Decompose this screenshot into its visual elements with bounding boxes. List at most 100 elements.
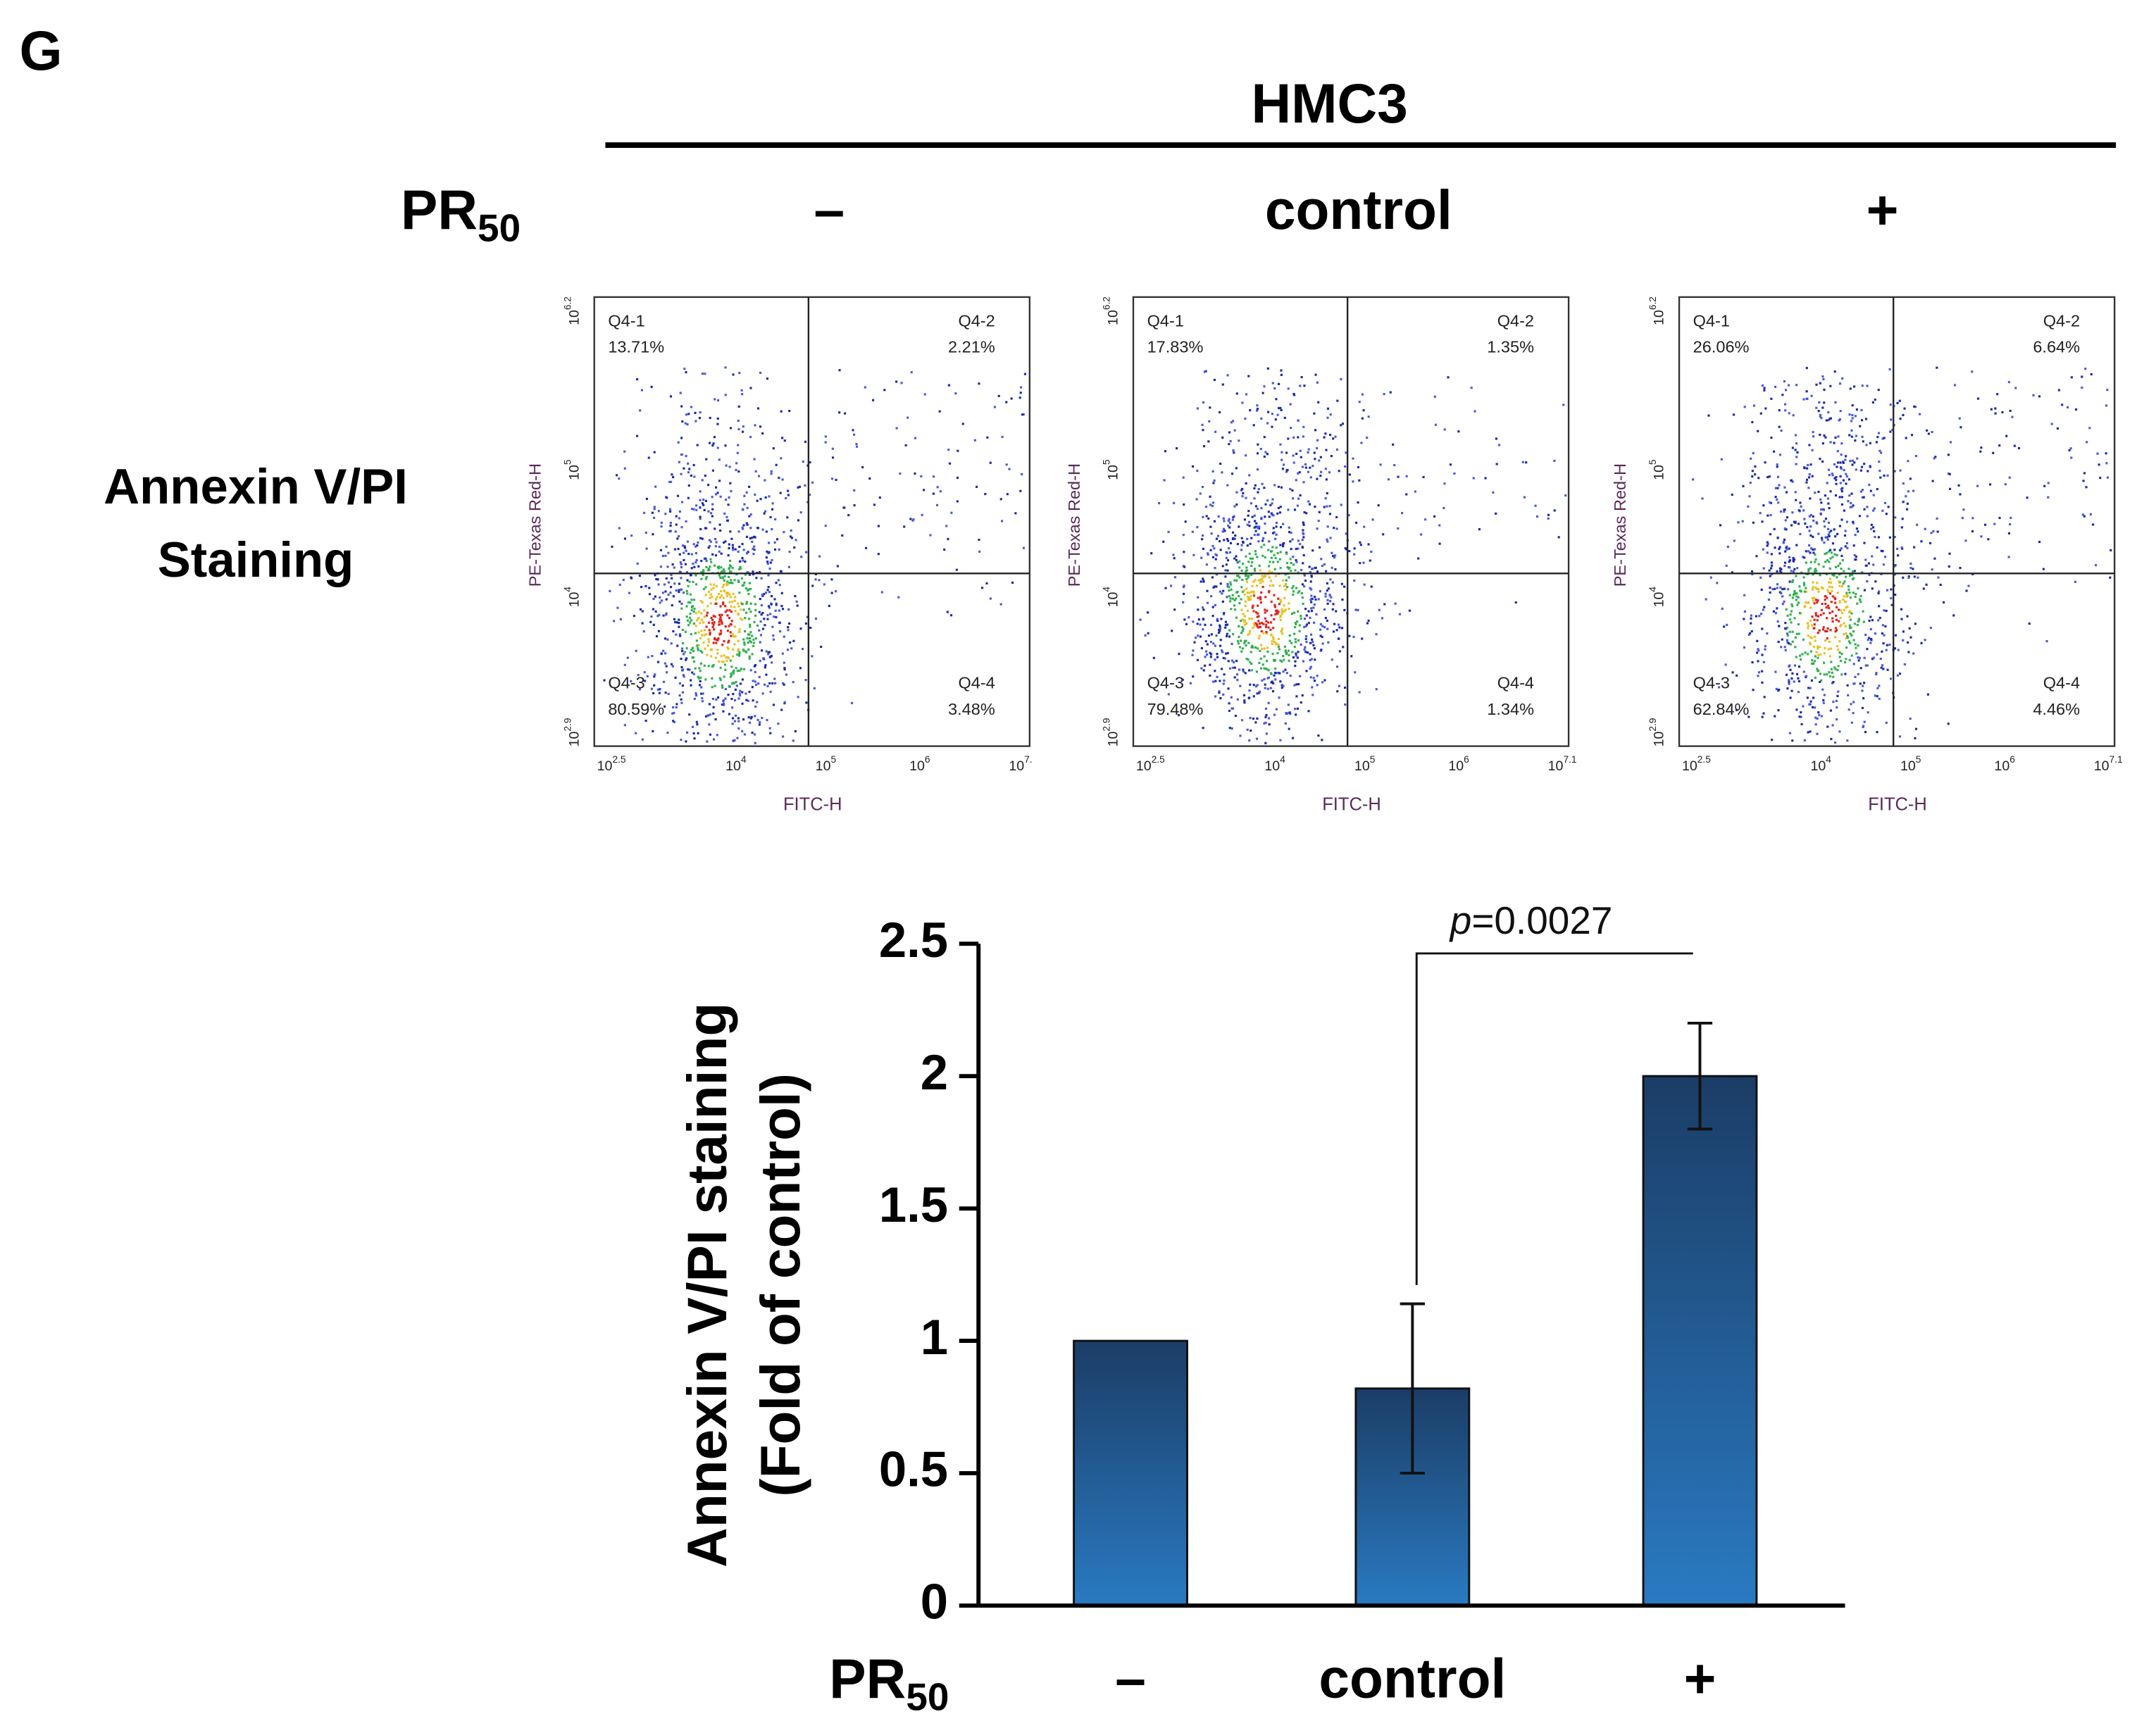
event-dot [1847,500,1850,503]
event-dot [1850,654,1853,657]
event-dot [1817,653,1820,656]
event-dot [1838,601,1841,603]
event-dot [1821,406,1824,409]
event-dot [667,692,670,696]
event-dot [1809,650,1812,653]
event-dot [2106,476,2110,479]
event-dot [1235,555,1238,558]
event-dot [997,394,1000,397]
event-dot [673,618,676,620]
event-dot [1234,534,1237,537]
event-dot [1894,564,1897,567]
event-dot [733,682,736,684]
event-dot [1280,684,1283,687]
event-dot [697,611,700,613]
event-dot [820,645,823,649]
event-dot [1847,694,1850,696]
event-dot [1876,546,1878,549]
event-dot [1221,600,1224,603]
event-dot [1851,463,1854,466]
event-dot [1222,589,1225,592]
event-dot [1277,637,1280,640]
event-dot [745,522,748,525]
event-dot [1313,451,1316,454]
event-dot [1826,596,1828,599]
event-dot [1786,516,1789,519]
event-dot [2011,415,2014,418]
event-dot [1759,576,1762,579]
event-dot [798,485,801,488]
event-dot [1837,665,1840,668]
event-dot [715,698,718,701]
event-dot [763,512,766,515]
event-dot [824,525,827,527]
event-dot [715,642,718,644]
event-dot [1331,551,1333,554]
event-dot [739,689,742,692]
event-dot [1316,570,1319,573]
quadrant-name: Q4-3 [1147,674,1184,692]
event-dot [1228,547,1230,550]
event-dot [1821,442,1824,445]
event-dot [1824,646,1826,649]
event-dot [1302,521,1304,524]
event-dot [1291,651,1294,653]
event-dot [1189,682,1192,684]
event-dot [1233,599,1236,602]
event-dot [2032,394,2035,396]
event-dot [1242,540,1245,544]
event-dot [1903,663,1906,665]
event-dot [1263,647,1266,650]
event-dot [1893,573,1896,576]
event-dot [1292,584,1295,588]
event-dot [1242,670,1245,673]
event-dot [722,603,725,606]
event-dot [1279,618,1282,622]
event-dot [1268,570,1271,573]
event-dot [1833,741,1837,744]
event-dot [656,688,659,691]
event-dot [1837,649,1840,651]
event-dot [667,593,670,596]
event-dot [711,622,714,625]
event-dot [635,649,637,652]
event-dot [726,519,729,522]
event-dot [652,623,655,626]
tick-exp: 7.1 [2110,754,2123,765]
event-dot [1344,687,1347,689]
event-dot [737,605,740,608]
event-dot [768,551,771,553]
event-dot [789,535,792,538]
event-dot [616,474,618,477]
event-dot [1192,553,1195,556]
event-dot [685,570,689,574]
event-dot [655,577,658,581]
event-dot [737,550,740,553]
event-dot [709,416,711,420]
event-dot [1747,505,1750,508]
event-dot [686,540,690,543]
event-dot [711,625,714,629]
event-dot [1825,419,1828,422]
event-dot [1795,632,1798,635]
event-dot [1864,664,1867,667]
event-dot [685,371,687,374]
event-dot [734,548,737,551]
event-dot [1298,630,1301,632]
event-dot [738,592,741,594]
event-dot [1240,620,1242,622]
event-dot [1767,598,1771,601]
event-dot [1958,417,1961,420]
event-dot [1831,617,1834,620]
event-dot [651,655,654,658]
event-dot [1246,592,1249,594]
event-dot [1233,429,1236,432]
event-dot [1793,664,1797,667]
event-dot [757,475,761,477]
event-dot [1302,532,1304,534]
event-dot [611,545,613,549]
event-dot [1146,611,1149,614]
event-dot [1260,577,1263,580]
event-dot [767,586,770,589]
event-dot [709,540,712,543]
